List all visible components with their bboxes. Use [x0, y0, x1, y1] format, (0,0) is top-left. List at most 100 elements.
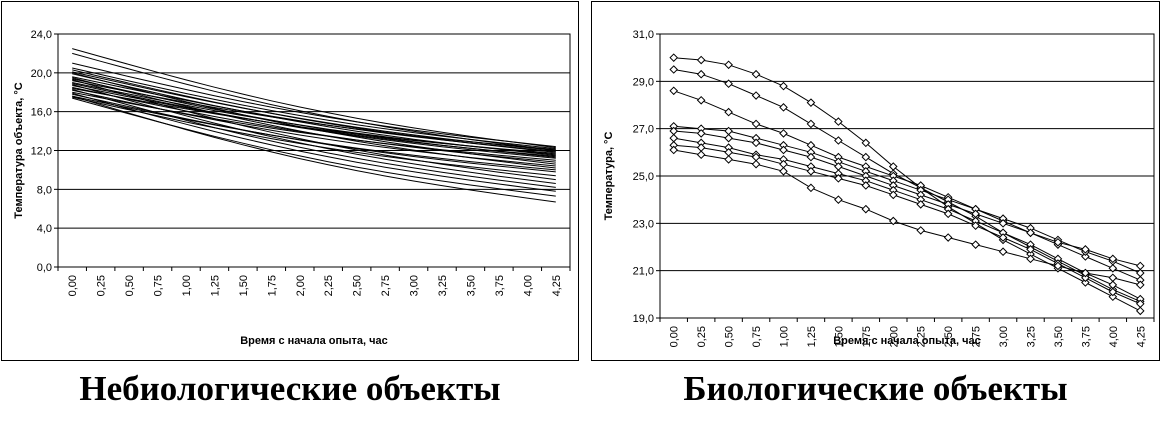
right-chart-x-tick-label: 1,50 — [833, 326, 845, 347]
right-chart-x-tick-label: 0,75 — [751, 326, 763, 347]
right-chart-y-tick-label: 25,0 — [633, 171, 654, 183]
right-chart-data-point — [669, 145, 679, 155]
right-chart-data-point — [696, 150, 706, 160]
left-chart-series-line-3 — [72, 62, 556, 148]
right-chart-data-point — [724, 79, 733, 89]
right-chart-series-line-6 — [673, 137, 1141, 300]
right-chart-series-line-3 — [673, 90, 1141, 281]
right-chart-data-point — [888, 216, 898, 226]
right-chart-data-point — [1081, 278, 1090, 287]
left-chart-x-tick-label: 0,25 — [96, 275, 108, 296]
right-chart-x-tick-label: 3,75 — [1080, 326, 1092, 347]
right-chart-data-point — [1135, 299, 1145, 309]
chart-biological: 19,0 21,0 23,0 25,0 27,0 29,0 31,0 0,00 0,25 0,50… — [591, 1, 1160, 361]
left-chart-x-tick-label: 1,75 — [266, 275, 278, 296]
left-chart-series-line-27 — [72, 72, 556, 165]
right-chart-data-point — [971, 221, 980, 231]
right-chart-data-point — [806, 98, 816, 107]
right-chart-data-point — [1026, 228, 1035, 238]
right-chart-x-tick-label: 3,00 — [998, 326, 1010, 347]
left-chart-y-tick-label: 8,0 — [37, 184, 52, 196]
right-chart-series-line-4 — [673, 125, 1141, 274]
left-chart-x-tick-label: 4,25 — [551, 275, 563, 296]
right-chart-data-point — [1081, 252, 1090, 261]
right-chart-data-point — [1053, 261, 1063, 271]
right-chart-data-point — [724, 60, 733, 70]
left-chart-x-tick-label: 0,50 — [124, 275, 136, 296]
left-chart-x-tick-label: 2,25 — [323, 275, 335, 296]
right-chart-data-point — [943, 209, 953, 219]
right-chart-data-point — [861, 204, 871, 214]
right-chart-data-point — [834, 136, 843, 145]
right-chart-x-tick-label: 0,00 — [669, 326, 681, 347]
left-chart-x-tick-label: 0,00 — [67, 275, 79, 296]
right-chart-data-point — [834, 174, 843, 183]
left-chart-x-tick-label: 3,25 — [437, 275, 449, 296]
right-chart-data-point — [1135, 280, 1145, 290]
left-chart-series-line-23 — [72, 88, 556, 188]
left-chart-x-tick-label: 2,75 — [380, 275, 392, 296]
left-chart-x-tick-label: 1,25 — [209, 275, 221, 296]
left-chart-series-line-26 — [72, 95, 556, 203]
right-chart-data-point — [834, 195, 843, 204]
right-chart-data-point — [1081, 268, 1090, 278]
right-chart-data-point — [1026, 254, 1035, 264]
right-chart-data-point — [751, 69, 761, 79]
right-chart-x-tick-label: 3,25 — [1026, 326, 1038, 347]
right-chart-data-point — [806, 183, 816, 193]
right-chart-data-point — [971, 240, 980, 249]
left-chart-x-tick-label: 4,00 — [522, 275, 534, 296]
left-chart-x-tick-label: 1,00 — [181, 275, 193, 296]
right-chart-x-tick-label: 2,25 — [916, 326, 928, 347]
right-chart-y-tick-label: 29,0 — [633, 76, 654, 88]
chart-panel-biological: 19,0 21,0 23,0 25,0 27,0 29,0 31,0 0,00 0,25 0,50… — [590, 0, 1161, 429]
right-chart-data-point — [806, 166, 816, 176]
right-chart-data-point — [1081, 245, 1090, 254]
right-chart-data-point — [696, 69, 706, 79]
left-chart-y-tick-label: 12,0 — [31, 146, 52, 158]
right-chart-x-tick-label: 2,00 — [888, 326, 900, 347]
left-chart-x-tick-label: 3,00 — [409, 275, 421, 296]
right-chart-data-point — [806, 119, 816, 129]
left-chart-series-line-22 — [72, 84, 556, 184]
right-chart-data-point — [861, 138, 871, 148]
right-chart-data-point — [724, 107, 733, 117]
right-chart-y-tick-label: 21,0 — [633, 266, 654, 278]
right-chart-x-tick-label: 0,50 — [724, 326, 736, 347]
right-chart-data-point — [806, 152, 816, 162]
right-chart-data-point — [1108, 273, 1118, 283]
right-chart-x-axis-title: Время с начала опыта, час — [833, 335, 981, 347]
left-chart-series-line-1 — [72, 48, 556, 149]
right-chart-data-point — [998, 233, 1008, 242]
left-chart-x-tick-label: 2,00 — [295, 275, 307, 296]
right-chart-data-point — [751, 159, 761, 169]
right-chart-data-point — [751, 91, 761, 100]
right-chart-data-point — [779, 166, 788, 176]
right-chart-data-point — [779, 81, 788, 91]
right-chart-data-point — [888, 190, 898, 200]
right-chart-series-line-1 — [673, 57, 1141, 312]
left-chart-series-line-15 — [72, 87, 556, 154]
right-chart-series-line-8 — [673, 149, 1141, 286]
right-chart-data-point — [1026, 245, 1035, 254]
right-chart-data-point — [669, 86, 679, 96]
right-chart-data-point — [779, 103, 788, 112]
left-chart-series-line-21 — [72, 79, 556, 181]
left-chart-x-tick-label: 2,50 — [352, 275, 364, 296]
right-chart-data-point — [724, 155, 733, 164]
right-chart-x-tick-label: 3,50 — [1053, 326, 1065, 347]
right-chart-data-point — [669, 65, 679, 74]
right-chart-x-tick-label: 2,75 — [971, 326, 983, 347]
right-chart-x-tick-label: 1,75 — [861, 326, 873, 347]
right-chart-data-point — [724, 133, 733, 143]
chart-caption-biological: Биологические объекты — [683, 369, 1068, 408]
right-chart-data-point — [943, 233, 953, 242]
left-chart-x-tick-label: 3,50 — [465, 275, 477, 296]
right-chart-data-point — [861, 181, 871, 190]
right-chart-data-point — [1135, 268, 1145, 278]
left-chart-y-axis-title: Температура объекта, °C — [13, 82, 25, 218]
right-chart-x-tick-label: 2,50 — [943, 326, 955, 347]
right-chart-data-point — [1081, 273, 1090, 283]
left-chart-y-tick-label: 16,0 — [31, 107, 52, 119]
right-chart-data-point — [696, 129, 706, 138]
